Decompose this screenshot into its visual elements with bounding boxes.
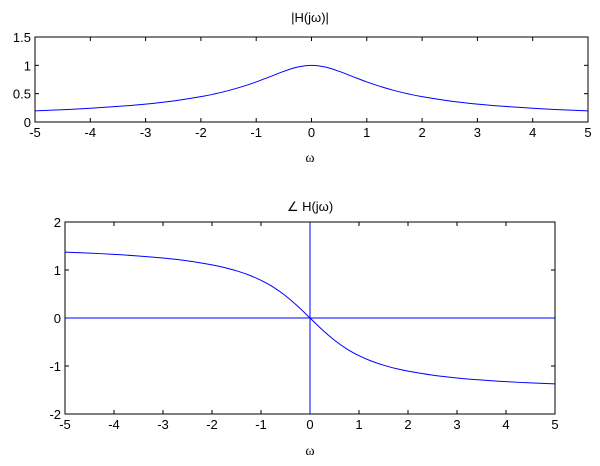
- phase-y-tick-label: 1: [54, 263, 61, 278]
- magnitude-x-tick-labels: -5 -4 -3 -2 -1 0 1 2 3 4 5: [29, 125, 591, 140]
- magnitude-y-tick-label: 1.5: [13, 30, 31, 45]
- magnitude-plot-frame: [34, 36, 589, 123]
- phase-x-tick-label: 0: [306, 417, 313, 432]
- phase-x-tick-label: 1: [355, 417, 362, 432]
- phase-x-tick-label: -5: [59, 417, 71, 432]
- magnitude-y-tick-labels: 0 0.5 1 1.5: [13, 30, 31, 130]
- magnitude-x-tick-label: 4: [529, 125, 536, 140]
- magnitude-x-tick-label: 5: [584, 125, 591, 140]
- magnitude-plot: |H(jω)| -5 -4 -3 -2 -1 0 1 2 3 4 5 0 0.5 1 1.5 ω: [13, 10, 592, 166]
- phase-plot: ∠ H(jω) -5 -4 -3 -2 -1 0 1 2 3 4 5 -2 -1 0 1 2 ω: [49, 199, 558, 459]
- phase-x-tick-label: -1: [255, 417, 267, 432]
- phase-x-tick-label: 4: [502, 417, 509, 432]
- phase-series: [64, 251, 556, 385]
- magnitude-tick-marks: [34, 36, 589, 123]
- phase-x-tick-label: 5: [551, 417, 558, 432]
- phase-y-tick-label: -2: [49, 407, 61, 422]
- phase-x-axis-label: ω: [305, 444, 314, 459]
- magnitude-x-tick-label: -1: [250, 125, 262, 140]
- phase-x-tick-label: -3: [157, 417, 169, 432]
- magnitude-x-tick-label: 2: [418, 125, 425, 140]
- phase-y-tick-labels: -2 -1 0 1 2: [49, 215, 61, 422]
- phase-y-tick-label: 2: [54, 215, 61, 230]
- phase-x-tick-label: 2: [404, 417, 411, 432]
- phase-y-tick-label: 0: [54, 311, 61, 326]
- magnitude-x-tick-label: -5: [29, 125, 41, 140]
- magnitude-x-tick-label: -4: [85, 125, 97, 140]
- magnitude-x-tick-label: 0: [308, 125, 315, 140]
- magnitude-x-axis-label: ω: [305, 151, 314, 166]
- phase-series-line: [64, 251, 556, 385]
- phase-plot-title: ∠ H(jω): [287, 199, 333, 214]
- magnitude-y-tick-label: 0.5: [13, 87, 31, 102]
- phase-y-tick-label: -1: [49, 359, 61, 374]
- magnitude-x-tick-label: -3: [140, 125, 152, 140]
- magnitude-plot-title: |H(jω)|: [291, 10, 329, 25]
- phase-plot-frame: [64, 221, 556, 415]
- magnitude-x-tick-label: 1: [363, 125, 370, 140]
- phase-x-tick-label: -2: [206, 417, 218, 432]
- magnitude-x-tick-label: -2: [195, 125, 207, 140]
- phase-x-tick-labels: -5 -4 -3 -2 -1 0 1 2 3 4 5: [59, 417, 558, 432]
- phase-x-tick-label: -4: [108, 417, 120, 432]
- magnitude-x-tick-label: 3: [474, 125, 481, 140]
- phase-x-tick-label: 3: [453, 417, 460, 432]
- magnitude-series-line: [34, 64, 589, 112]
- magnitude-y-tick-label: 1: [24, 58, 31, 73]
- magnitude-y-tick-label: 0: [24, 115, 31, 130]
- magnitude-series: [34, 64, 589, 112]
